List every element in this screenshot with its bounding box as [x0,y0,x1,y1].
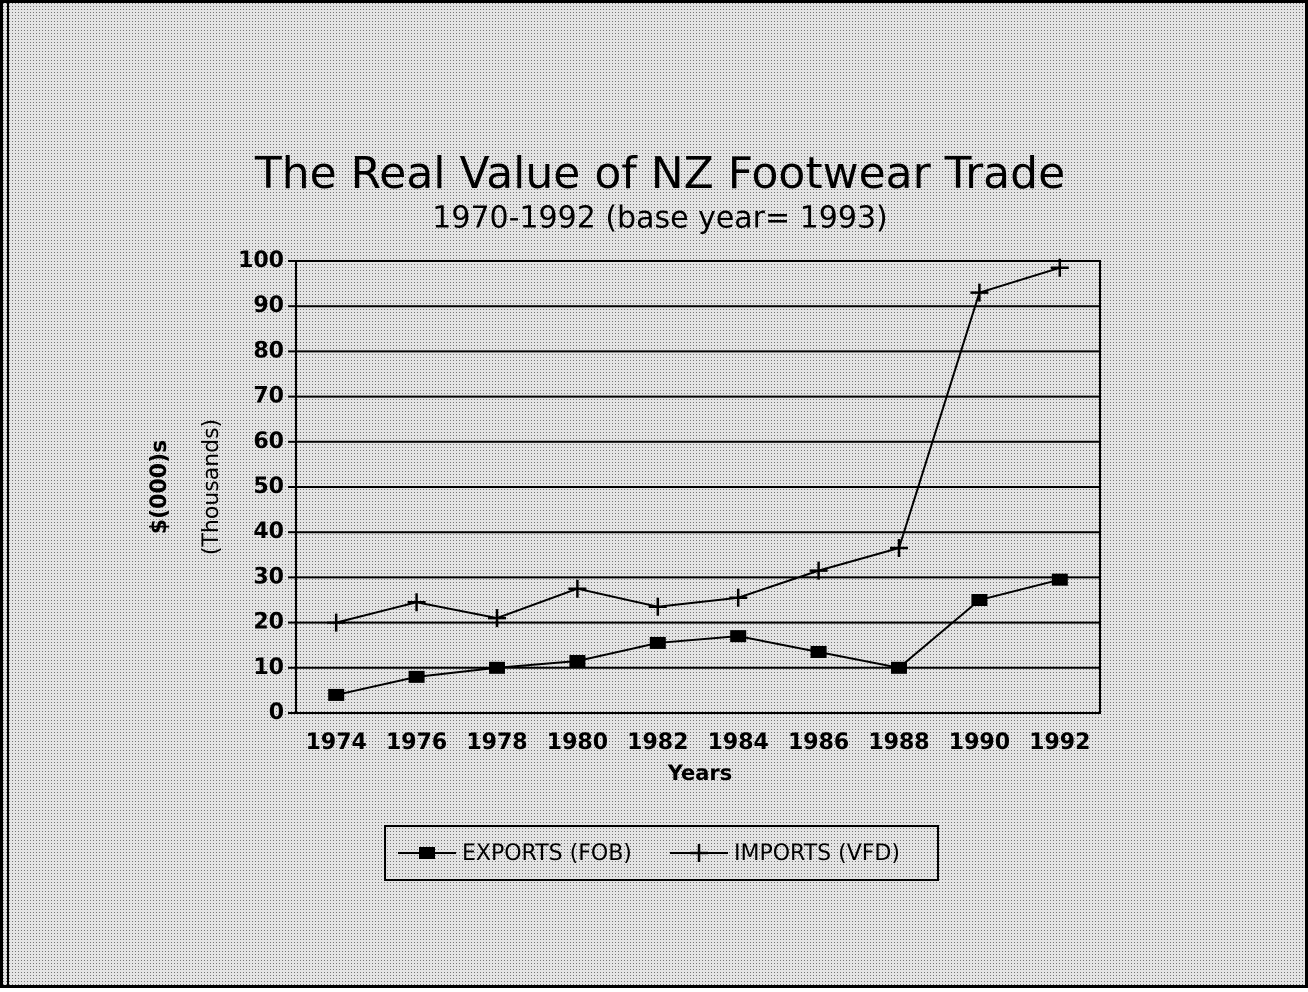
chart-title: The Real Value of NZ Footwear Trade [254,148,1065,199]
series-line [335,578,1061,696]
x-axis-label: Years [667,761,733,785]
x-tick-label: 1988 [868,730,929,755]
marker [971,594,988,606]
x-tick-label: 1982 [627,730,688,755]
marker [809,561,828,580]
y-axis-label: $(000)s [147,440,172,534]
x-tick-label: 1984 [708,730,769,755]
legend-marker [690,844,708,862]
marker [649,636,666,649]
marker [407,593,426,612]
marker [408,670,425,683]
y-tick-label: 20 [253,610,284,635]
marker [569,655,586,668]
legend-label: EXPORTS (FOB) [462,841,632,866]
y-tick-label: 30 [253,564,284,589]
x-tick-label: 1974 [306,730,367,755]
chart-subtitle: 1970-1992 (base year= 1993) [432,201,887,236]
y-axis-label: (Thousands) [199,419,224,555]
marker [328,688,345,701]
marker [1051,573,1068,586]
marker [489,661,505,674]
x-tick-label: 1990 [949,730,1010,755]
legend-marker [419,847,435,859]
marker [890,539,908,558]
marker [1050,258,1069,277]
y-tick-label: 60 [253,429,284,454]
marker [327,613,346,632]
y-tick-label: 50 [253,474,284,499]
marker [730,630,747,643]
marker [729,588,748,607]
x-tick-label: 1978 [466,730,527,755]
y-tick-label: 40 [253,519,284,544]
y-tick-label: 90 [253,293,284,318]
marker [891,661,907,674]
series-line [335,266,1061,624]
y-tick-label: 10 [253,655,284,680]
x-tick-label: 1980 [547,730,608,755]
marker [568,579,587,598]
marker [648,597,667,616]
y-tick-label: 70 [253,384,284,409]
y-tick-label: 80 [253,338,284,363]
marker [488,609,506,628]
x-tick-label: 1976 [386,730,447,755]
marker [810,645,827,658]
x-tick-label: 1986 [788,730,849,755]
legend-label: IMPORTS (VFD) [734,841,900,866]
x-tick-label: 1992 [1029,730,1090,755]
y-tick-label: 100 [238,248,284,273]
marker [970,283,989,302]
y-tick-label: 0 [269,700,284,725]
legend [384,825,939,881]
